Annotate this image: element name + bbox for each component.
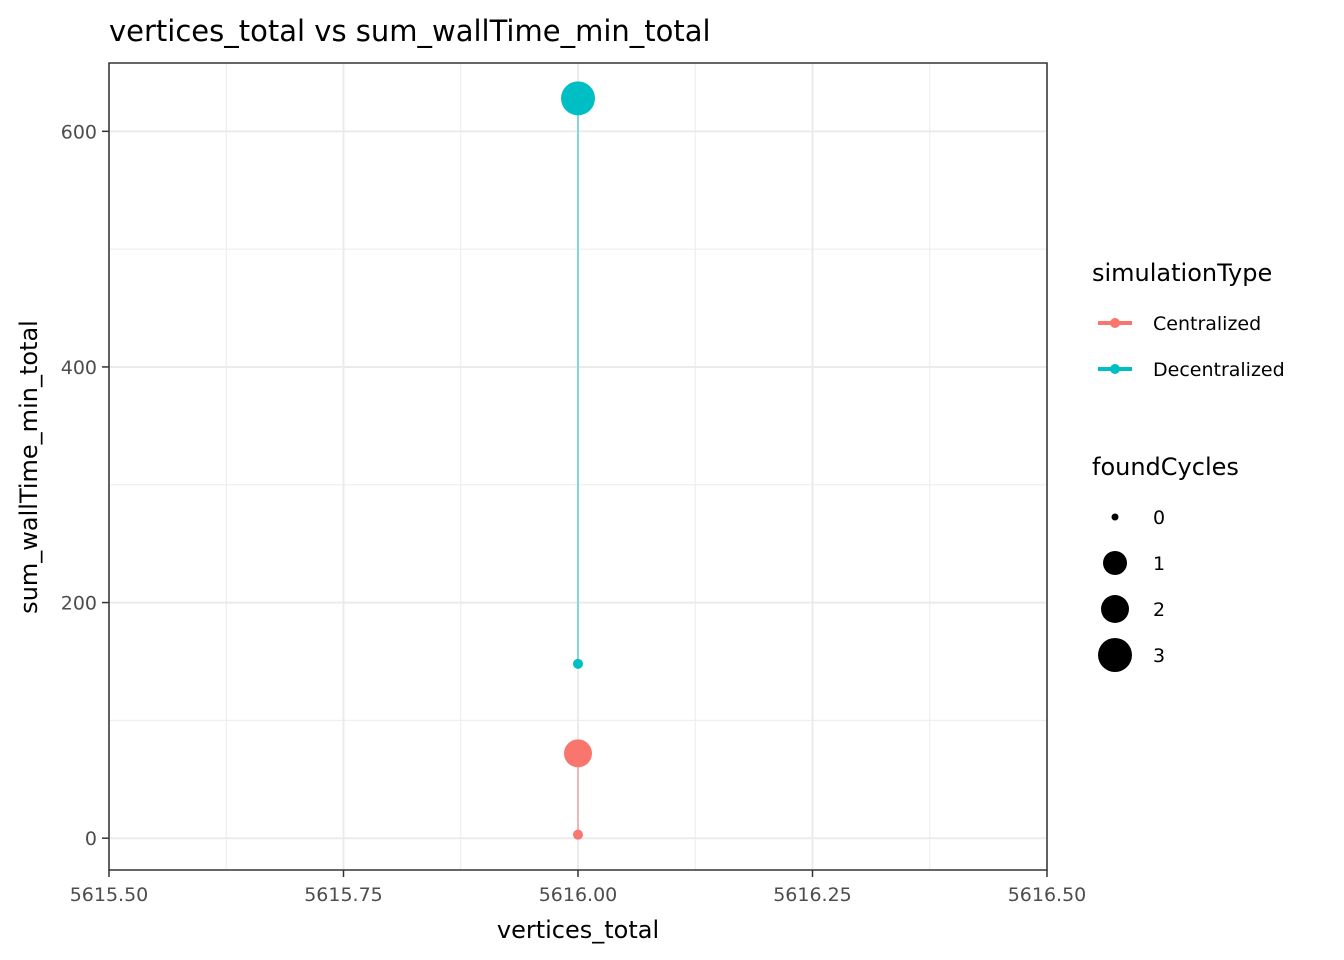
legend-label: 2 <box>1153 599 1165 621</box>
x-tick-label: 5616.00 <box>539 884 618 906</box>
y-axis: 0 200 400 600 <box>61 121 109 850</box>
chart-title: vertices_total vs sum_wallTime_min_total <box>109 14 711 48</box>
legend-label: Decentralized <box>1153 359 1285 381</box>
y-tick-label: 200 <box>61 593 97 615</box>
points-layer <box>561 81 595 840</box>
y-tick-label: 600 <box>61 121 97 143</box>
y-axis-title: sum_wallTime_min_total <box>15 320 43 614</box>
legend-size-key <box>1101 595 1129 623</box>
y-tick-label: 0 <box>85 828 97 850</box>
legend-key-point <box>1110 364 1120 374</box>
legend-key-point <box>1110 318 1120 328</box>
y-tick-label: 400 <box>61 357 97 379</box>
x-tick-label: 5615.75 <box>304 884 383 906</box>
x-tick-label: 5615.50 <box>70 884 149 906</box>
legend-size-title: foundCycles <box>1092 453 1239 481</box>
legend-simulation-type: simulationType Centralized Decentralized <box>1092 259 1285 381</box>
legend-label: 1 <box>1153 553 1165 575</box>
legend-size-key <box>1098 638 1132 672</box>
data-point-centralized <box>564 739 592 768</box>
data-point-decentralized <box>561 81 595 116</box>
x-axis: 5615.50 5615.75 5616.00 5616.25 5616.50 <box>70 870 1087 906</box>
x-axis-title: vertices_total <box>497 916 659 944</box>
plot-area <box>108 62 1048 871</box>
data-point-centralized <box>573 829 583 840</box>
legend-label: 3 <box>1153 645 1165 667</box>
data-point-decentralized <box>573 658 583 669</box>
x-tick-label: 5616.50 <box>1008 884 1087 906</box>
legend-label: 0 <box>1153 507 1165 529</box>
legend-size-key <box>1103 551 1127 575</box>
legend-size-key <box>1111 513 1119 521</box>
legend-color-title: simulationType <box>1092 259 1272 287</box>
legend-label: Centralized <box>1153 313 1261 335</box>
legend-found-cycles: foundCycles 0 1 2 3 <box>1092 453 1239 672</box>
x-tick-label: 5616.25 <box>773 884 852 906</box>
